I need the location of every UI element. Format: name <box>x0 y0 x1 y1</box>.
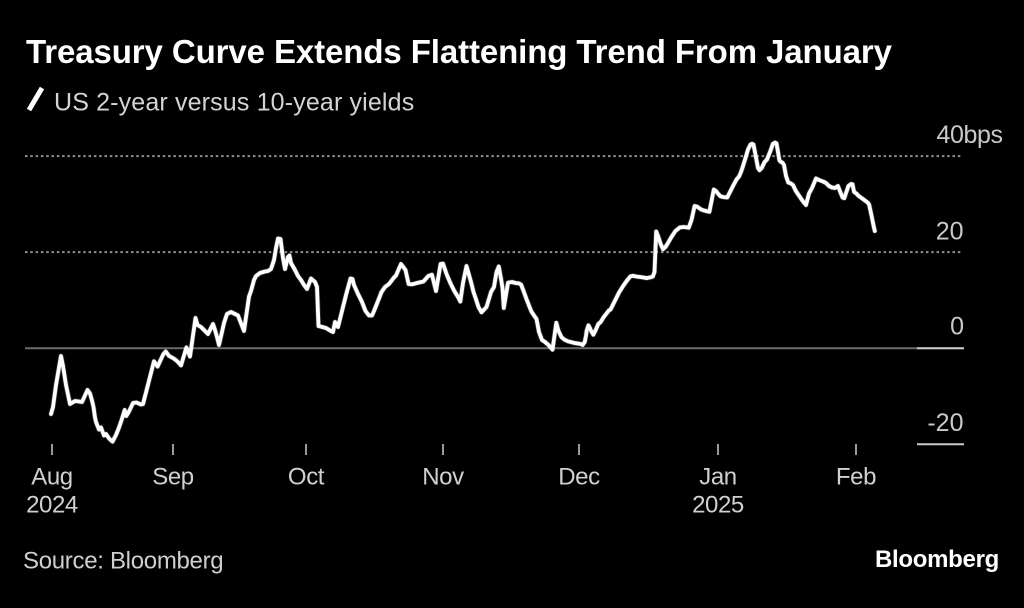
svg-text:Aug: Aug <box>31 463 73 490</box>
svg-text:US 2-year versus 10-year yield: US 2-year versus 10-year yields <box>54 89 414 117</box>
svg-text:Jan: Jan <box>699 463 737 490</box>
svg-text:Feb: Feb <box>836 463 876 490</box>
svg-text:Source: Bloomberg: Source: Bloomberg <box>23 548 223 575</box>
svg-text:20: 20 <box>936 218 964 246</box>
svg-text:Sep: Sep <box>152 463 194 490</box>
svg-text:40bps: 40bps <box>937 121 1003 149</box>
svg-text:2025: 2025 <box>692 492 744 519</box>
svg-text:2024: 2024 <box>26 492 78 519</box>
svg-text:Bloomberg: Bloomberg <box>875 546 999 573</box>
svg-text:-20: -20 <box>927 409 963 437</box>
svg-text:0: 0 <box>950 313 964 341</box>
svg-text:Oct: Oct <box>288 463 325 490</box>
svg-text:Dec: Dec <box>558 463 600 490</box>
svg-text:Treasury Curve Extends Flatten: Treasury Curve Extends Flattening Trend … <box>26 33 893 70</box>
svg-text:Nov: Nov <box>422 463 464 490</box>
